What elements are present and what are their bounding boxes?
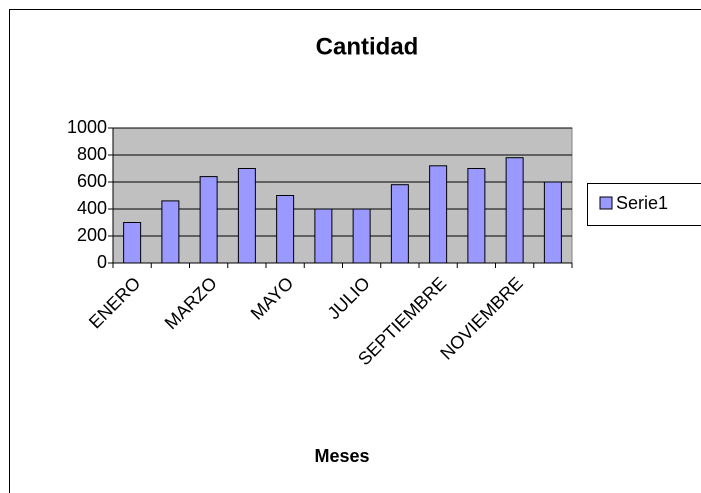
plot-area xyxy=(112,127,573,264)
y-tick-label: 1000 xyxy=(67,117,107,137)
bar xyxy=(352,208,371,264)
bar xyxy=(543,181,562,264)
bar xyxy=(429,165,448,264)
bar xyxy=(390,184,409,264)
bar xyxy=(505,157,524,264)
legend-swatch xyxy=(599,196,613,210)
y-tick-label: 200 xyxy=(77,225,107,245)
legend-label: Serie1 xyxy=(616,193,668,213)
bar xyxy=(314,208,333,264)
bar xyxy=(276,195,295,264)
chart-title: Cantidad xyxy=(316,33,419,60)
bar xyxy=(161,200,180,264)
bar xyxy=(237,168,256,264)
y-tick-label: 600 xyxy=(77,171,107,191)
bar xyxy=(467,168,486,264)
bar xyxy=(199,176,218,264)
bar xyxy=(123,222,142,264)
y-tick-label: 400 xyxy=(77,198,107,218)
y-tick-label: 800 xyxy=(77,144,107,164)
y-tick-label: 0 xyxy=(97,252,107,272)
x-axis-label: Meses xyxy=(314,446,369,466)
